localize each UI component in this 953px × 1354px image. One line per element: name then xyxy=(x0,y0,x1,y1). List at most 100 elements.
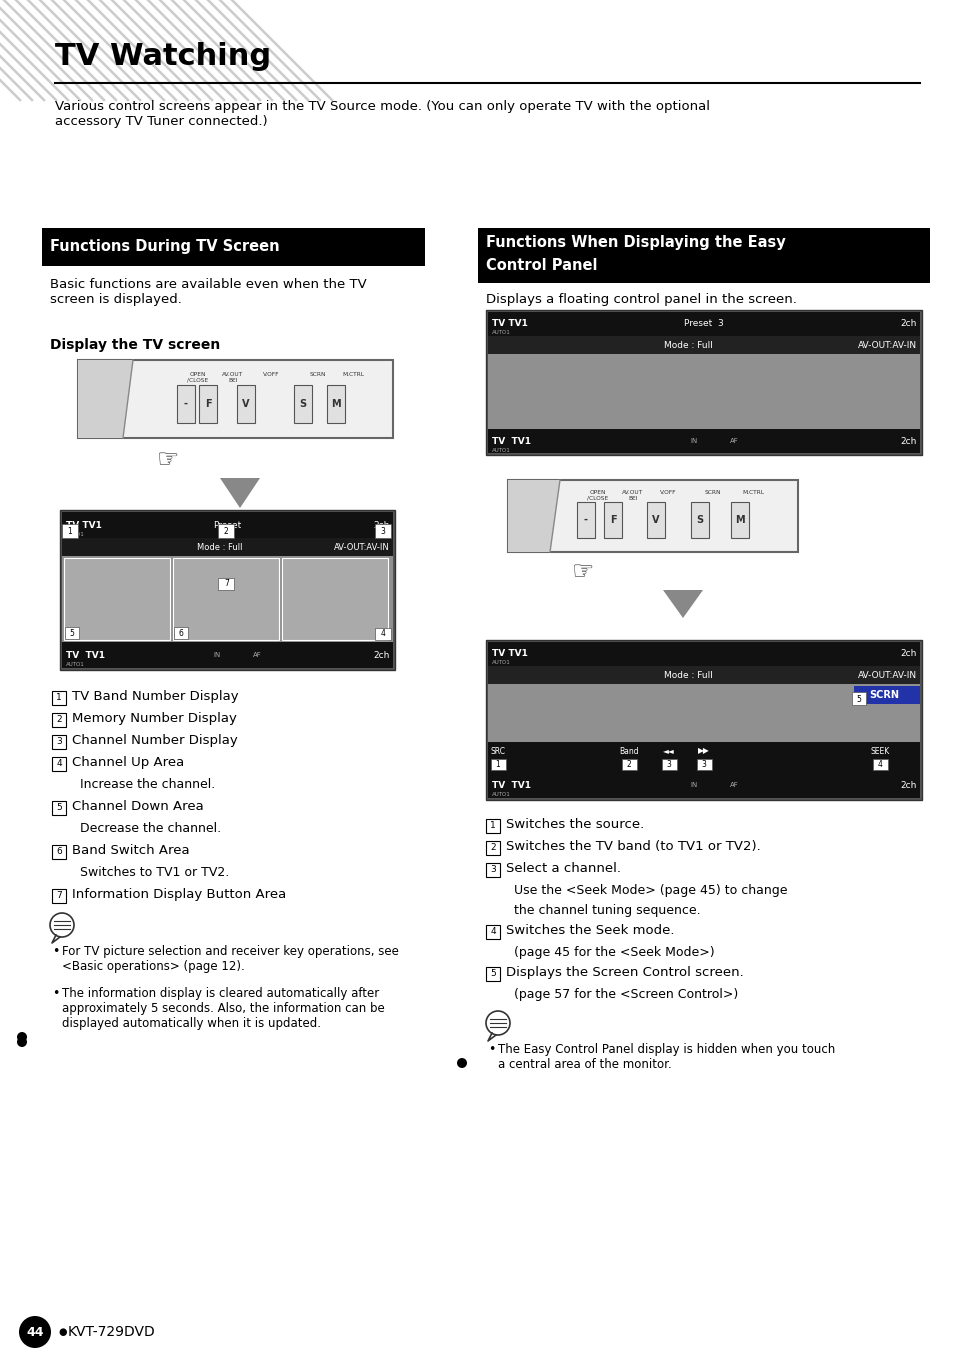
Bar xyxy=(199,385,216,422)
Text: V.OFF: V.OFF xyxy=(262,372,279,376)
Bar xyxy=(52,735,66,749)
Text: 3: 3 xyxy=(666,760,671,769)
Text: Switches the Seek mode.: Switches the Seek mode. xyxy=(505,923,674,937)
Bar xyxy=(646,502,664,538)
Circle shape xyxy=(50,913,74,937)
Text: 6: 6 xyxy=(56,848,62,857)
Text: TV Band Number Display: TV Band Number Display xyxy=(71,691,238,703)
Text: V: V xyxy=(652,515,659,525)
Text: Increase the channel.: Increase the channel. xyxy=(80,779,215,791)
Text: AV-OUT:AV-IN: AV-OUT:AV-IN xyxy=(857,340,916,349)
Text: IN: IN xyxy=(690,783,697,788)
Bar xyxy=(485,640,921,800)
Bar xyxy=(577,502,595,538)
Text: TV  TV1: TV TV1 xyxy=(492,436,531,445)
Text: 1: 1 xyxy=(496,760,500,769)
Text: AUTO1: AUTO1 xyxy=(492,661,510,666)
Bar xyxy=(65,627,79,639)
Text: AF: AF xyxy=(729,437,738,444)
Text: TV  TV1: TV TV1 xyxy=(66,650,105,659)
Text: 2: 2 xyxy=(56,715,62,724)
Text: TV  TV1: TV TV1 xyxy=(492,780,531,789)
Text: M.CTRL: M.CTRL xyxy=(741,490,763,496)
Text: V: V xyxy=(242,399,250,409)
Bar xyxy=(485,862,499,877)
Bar xyxy=(173,627,188,639)
Text: V.OFF: V.OFF xyxy=(659,490,676,496)
Text: AV.OUT
BEI: AV.OUT BEI xyxy=(222,372,243,383)
Bar xyxy=(52,691,66,705)
Text: AUTO1: AUTO1 xyxy=(492,448,510,452)
Text: IN: IN xyxy=(690,437,697,444)
Circle shape xyxy=(17,1032,27,1043)
Text: S: S xyxy=(696,515,702,525)
Text: M.CTRL: M.CTRL xyxy=(341,372,364,376)
Text: Functions During TV Screen: Functions During TV Screen xyxy=(50,240,279,255)
Text: 5: 5 xyxy=(490,969,496,979)
Text: Band Switch Area: Band Switch Area xyxy=(71,844,190,857)
Text: 1: 1 xyxy=(68,527,72,535)
Bar xyxy=(52,890,66,903)
Text: AUTO1: AUTO1 xyxy=(66,532,85,536)
Polygon shape xyxy=(507,481,559,552)
Bar xyxy=(488,666,919,684)
Text: S: S xyxy=(299,399,306,409)
Text: 2ch: 2ch xyxy=(900,780,916,789)
Text: IN: IN xyxy=(213,653,220,658)
Text: ☞: ☞ xyxy=(571,561,594,584)
Text: Information Display Button Area: Information Display Button Area xyxy=(71,888,286,900)
Text: 2: 2 xyxy=(223,527,228,535)
Text: AF: AF xyxy=(253,653,261,658)
Text: Switches the source.: Switches the source. xyxy=(505,818,643,831)
Text: 2ch: 2ch xyxy=(374,650,390,659)
Text: Displays a floating control panel in the screen.: Displays a floating control panel in the… xyxy=(485,292,796,306)
Bar xyxy=(690,502,708,538)
Text: F: F xyxy=(609,515,616,525)
Text: ●: ● xyxy=(58,1327,67,1336)
Text: SCRN: SCRN xyxy=(310,372,326,376)
Bar xyxy=(485,819,499,833)
Text: Decrease the channel.: Decrease the channel. xyxy=(80,822,221,835)
Text: 2ch: 2ch xyxy=(374,520,390,529)
Text: AV.OUT
BEI: AV.OUT BEI xyxy=(621,490,643,501)
Text: 4: 4 xyxy=(490,927,496,937)
Text: Use the <Seek Mode> (page 45) to change: Use the <Seek Mode> (page 45) to change xyxy=(514,884,786,896)
Text: For TV picture selection and receiver key operations, see
<Basic operations> (pa: For TV picture selection and receiver ke… xyxy=(62,945,398,974)
Bar xyxy=(697,760,711,770)
Bar xyxy=(603,502,621,538)
Text: AUTO1: AUTO1 xyxy=(66,662,85,668)
Bar xyxy=(621,760,637,770)
Text: ☞: ☞ xyxy=(156,448,179,473)
Text: 5: 5 xyxy=(56,803,62,812)
Text: Displays the Screen Control screen.: Displays the Screen Control screen. xyxy=(505,965,743,979)
Text: Basic functions are available even when the TV
screen is displayed.: Basic functions are available even when … xyxy=(50,278,366,306)
Text: The Easy Control Panel display is hidden when you touch
a central area of the mo: The Easy Control Panel display is hidden… xyxy=(497,1043,835,1071)
Circle shape xyxy=(456,1057,467,1068)
Text: Control Panel: Control Panel xyxy=(485,259,597,274)
Text: AUTO1: AUTO1 xyxy=(492,330,510,336)
Bar xyxy=(488,336,919,353)
Bar xyxy=(64,558,170,640)
Text: Mode : Full: Mode : Full xyxy=(196,543,242,551)
Bar xyxy=(851,692,865,705)
Text: Display the TV screen: Display the TV screen xyxy=(50,338,220,352)
Bar xyxy=(62,512,393,538)
Bar xyxy=(327,385,345,422)
Bar xyxy=(375,524,391,538)
Bar xyxy=(52,845,66,858)
Text: OPEN
/CLOSE: OPEN /CLOSE xyxy=(587,490,608,501)
Text: AF: AF xyxy=(729,783,738,788)
Bar xyxy=(282,558,388,640)
Text: TV Watching: TV Watching xyxy=(55,42,271,70)
Text: ▶▶: ▶▶ xyxy=(698,746,709,756)
Text: the channel tuning sequence.: the channel tuning sequence. xyxy=(514,904,700,917)
Text: -: - xyxy=(184,399,188,409)
Text: 2ch: 2ch xyxy=(900,436,916,445)
Text: AUTO1: AUTO1 xyxy=(492,792,510,798)
Bar xyxy=(62,512,393,668)
Text: •: • xyxy=(52,987,59,1001)
Bar xyxy=(62,538,393,556)
Bar xyxy=(730,502,748,538)
Polygon shape xyxy=(662,590,702,617)
Text: 4: 4 xyxy=(56,760,62,769)
